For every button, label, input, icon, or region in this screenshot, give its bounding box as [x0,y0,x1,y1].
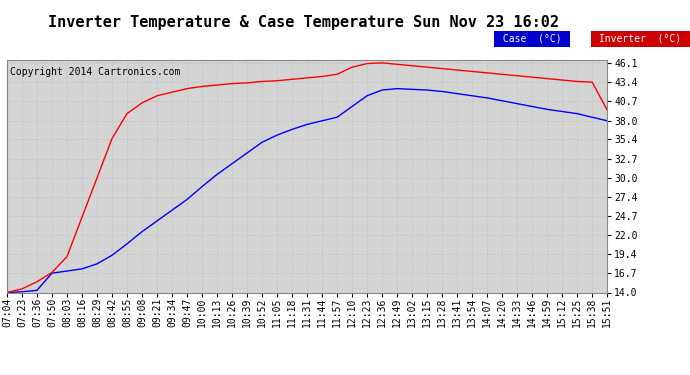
Text: Copyright 2014 Cartronics.com: Copyright 2014 Cartronics.com [10,67,180,77]
Text: Inverter Temperature & Case Temperature Sun Nov 23 16:02: Inverter Temperature & Case Temperature … [48,15,559,30]
Text: Inverter  (°C): Inverter (°C) [593,34,687,44]
Text: Case  (°C): Case (°C) [497,34,567,44]
